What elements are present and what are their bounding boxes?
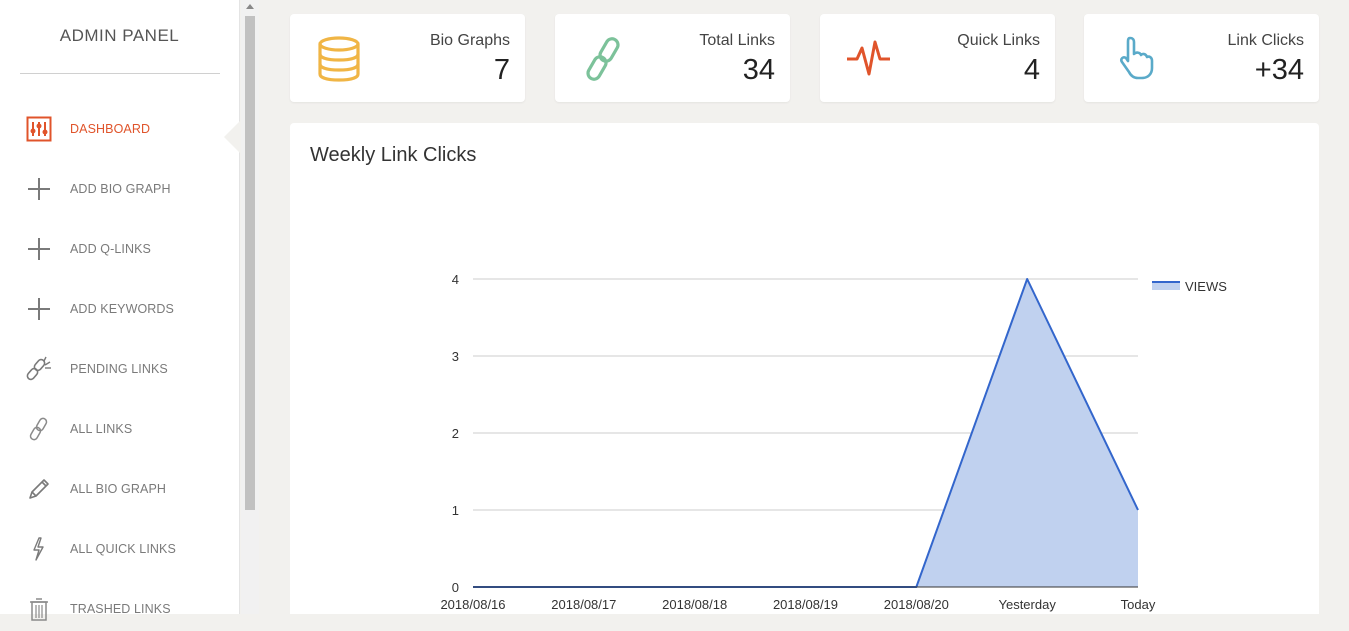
pulse-icon <box>844 34 894 84</box>
x-tick-label: 2018/08/20 <box>884 597 949 612</box>
stat-card-link-clicks[interactable]: Link Clicks +34 <box>1084 14 1319 102</box>
sidebar-item-trashed-links[interactable]: TRASHED LINKS <box>0 587 239 631</box>
y-tick-label: 4 <box>452 272 459 287</box>
weekly-link-clicks-chart: 0 1 2 3 4 2018/08/16 2018/08/17 2018/08/18 2018/… <box>440 272 1227 612</box>
sidebar: ADMIN PANEL DASHBOARD ADD BIO GRAPH ADD … <box>0 0 240 621</box>
brand-title: ADMIN PANEL <box>59 26 180 45</box>
sidebar-item-all-bio-graph[interactable]: ALL BIO GRAPH <box>0 467 239 511</box>
card-value: 7 <box>493 54 510 86</box>
sidebar-item-label: ADD KEYWORDS <box>70 302 174 316</box>
brand-divider <box>20 73 220 74</box>
x-tick-label: 2018/08/18 <box>662 597 727 612</box>
sidebar-item-label: ADD BIO GRAPH <box>70 182 171 196</box>
legend-label: VIEWS <box>1185 279 1227 294</box>
link-icon <box>579 34 629 84</box>
sidebar-item-all-links[interactable]: ALL LINKS <box>0 407 239 451</box>
stat-card-bio-graphs[interactable]: Bio Graphs 7 <box>290 14 525 102</box>
y-tick-label: 3 <box>452 349 459 364</box>
y-tick-label: 1 <box>452 503 459 518</box>
broken-link-icon <box>26 356 52 382</box>
database-icon <box>314 34 364 84</box>
sidebar-item-label: PENDING LINKS <box>70 362 168 376</box>
plus-icon <box>26 176 52 202</box>
plus-icon <box>26 296 52 322</box>
card-value: 34 <box>742 54 775 86</box>
link-icon <box>26 416 52 442</box>
sidebar-item-label: TRASHED LINKS <box>70 602 171 616</box>
scroll-up-arrow[interactable] <box>246 4 254 9</box>
x-tick-label: Yesterday <box>998 597 1056 612</box>
active-indicator <box>224 121 240 153</box>
sidebar-item-pending-links[interactable]: PENDING LINKS <box>0 347 239 391</box>
sliders-icon <box>26 116 52 142</box>
sidebar-item-add-bio-graph[interactable]: ADD BIO GRAPH <box>0 167 239 211</box>
pointer-hand-icon <box>1108 34 1158 84</box>
x-tick-label: 2018/08/19 <box>773 597 838 612</box>
card-label: Link Clicks <box>1227 32 1304 49</box>
card-label: Quick Links <box>957 32 1040 49</box>
trash-icon <box>26 596 52 622</box>
series-area-fill <box>473 279 1138 587</box>
card-label: Bio Graphs <box>429 32 510 49</box>
sidebar-item-label: ALL QUICK LINKS <box>70 542 176 556</box>
stat-card-quick-links[interactable]: Quick Links 4 <box>820 14 1055 102</box>
sidebar-item-add-q-links[interactable]: ADD Q-LINKS <box>0 227 239 271</box>
scroll-thumb[interactable] <box>245 16 255 510</box>
sidebar-item-all-quick-links[interactable]: ALL QUICK LINKS <box>0 527 239 571</box>
sidebar-item-dashboard[interactable]: DASHBOARD <box>0 107 240 153</box>
sidebar-item-label: ALL LINKS <box>70 422 133 436</box>
legend-swatch-fill <box>1152 282 1180 290</box>
panel-title: Weekly Link Clicks <box>310 144 477 166</box>
weekly-link-clicks-panel: Weekly Link Clicks 0 1 2 3 4 2018/08/16 2018/0… <box>290 123 1319 614</box>
plus-icon <box>26 236 52 262</box>
sidebar-item-label: DASHBOARD <box>70 122 151 136</box>
x-tick-label: 2018/08/16 <box>440 597 505 612</box>
sidebar-item-label: ADD Q-LINKS <box>70 242 151 256</box>
x-tick-label: Today <box>1121 597 1156 612</box>
x-tick-label: 2018/08/17 <box>551 597 616 612</box>
stat-card-total-links[interactable]: Total Links 34 <box>555 14 790 102</box>
y-tick-label: 2 <box>452 426 459 441</box>
card-value: +34 <box>1254 54 1304 86</box>
y-tick-label: 0 <box>452 580 459 595</box>
bolt-icon <box>26 536 52 562</box>
sidebar-item-label: ALL BIO GRAPH <box>70 482 167 496</box>
card-label: Total Links <box>699 32 775 49</box>
card-value: 4 <box>1023 54 1040 86</box>
sidebar-item-add-keywords[interactable]: ADD KEYWORDS <box>0 287 239 331</box>
pencil-icon <box>26 476 52 502</box>
sidebar-scrollbar[interactable] <box>241 0 259 614</box>
